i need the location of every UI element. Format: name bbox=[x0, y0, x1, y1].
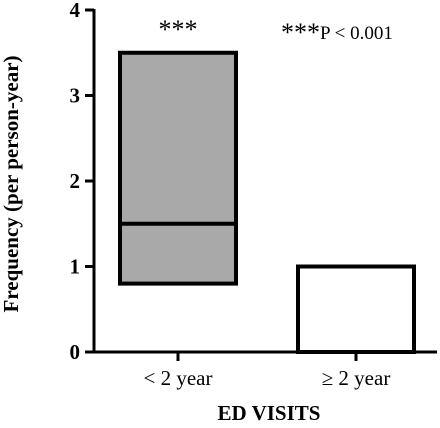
y-tick-label: 0 bbox=[70, 340, 81, 364]
y-tick-label: 1 bbox=[70, 255, 81, 279]
bars-group bbox=[118, 50, 416, 354]
x-ticks-group: < 2 year ≥ 2 year bbox=[144, 352, 391, 390]
y-tick-label: 4 bbox=[70, 0, 81, 22]
x-axis-label: ED VISITS bbox=[218, 401, 321, 425]
bar-ge-2-year bbox=[296, 264, 416, 354]
x-tick-label: ≥ 2 year bbox=[322, 366, 391, 390]
y-tick-label: 2 bbox=[70, 169, 81, 193]
y-tick-label: 3 bbox=[70, 84, 81, 108]
svg-text:***P < 0.001: ***P < 0.001 bbox=[281, 18, 393, 47]
x-tick-label: < 2 year bbox=[144, 366, 213, 390]
p-value-stars: *** bbox=[281, 18, 320, 47]
p-value-annotation: ***P < 0.001 bbox=[281, 18, 393, 47]
p-value-text: P < 0.001 bbox=[320, 23, 393, 44]
y-axis-label: Frequency (per person-year) bbox=[0, 55, 23, 312]
significance-stars: *** bbox=[159, 15, 198, 44]
bar-lt-2-year bbox=[118, 50, 238, 286]
y-ticks-group: 0 1 2 3 4 bbox=[70, 0, 94, 364]
